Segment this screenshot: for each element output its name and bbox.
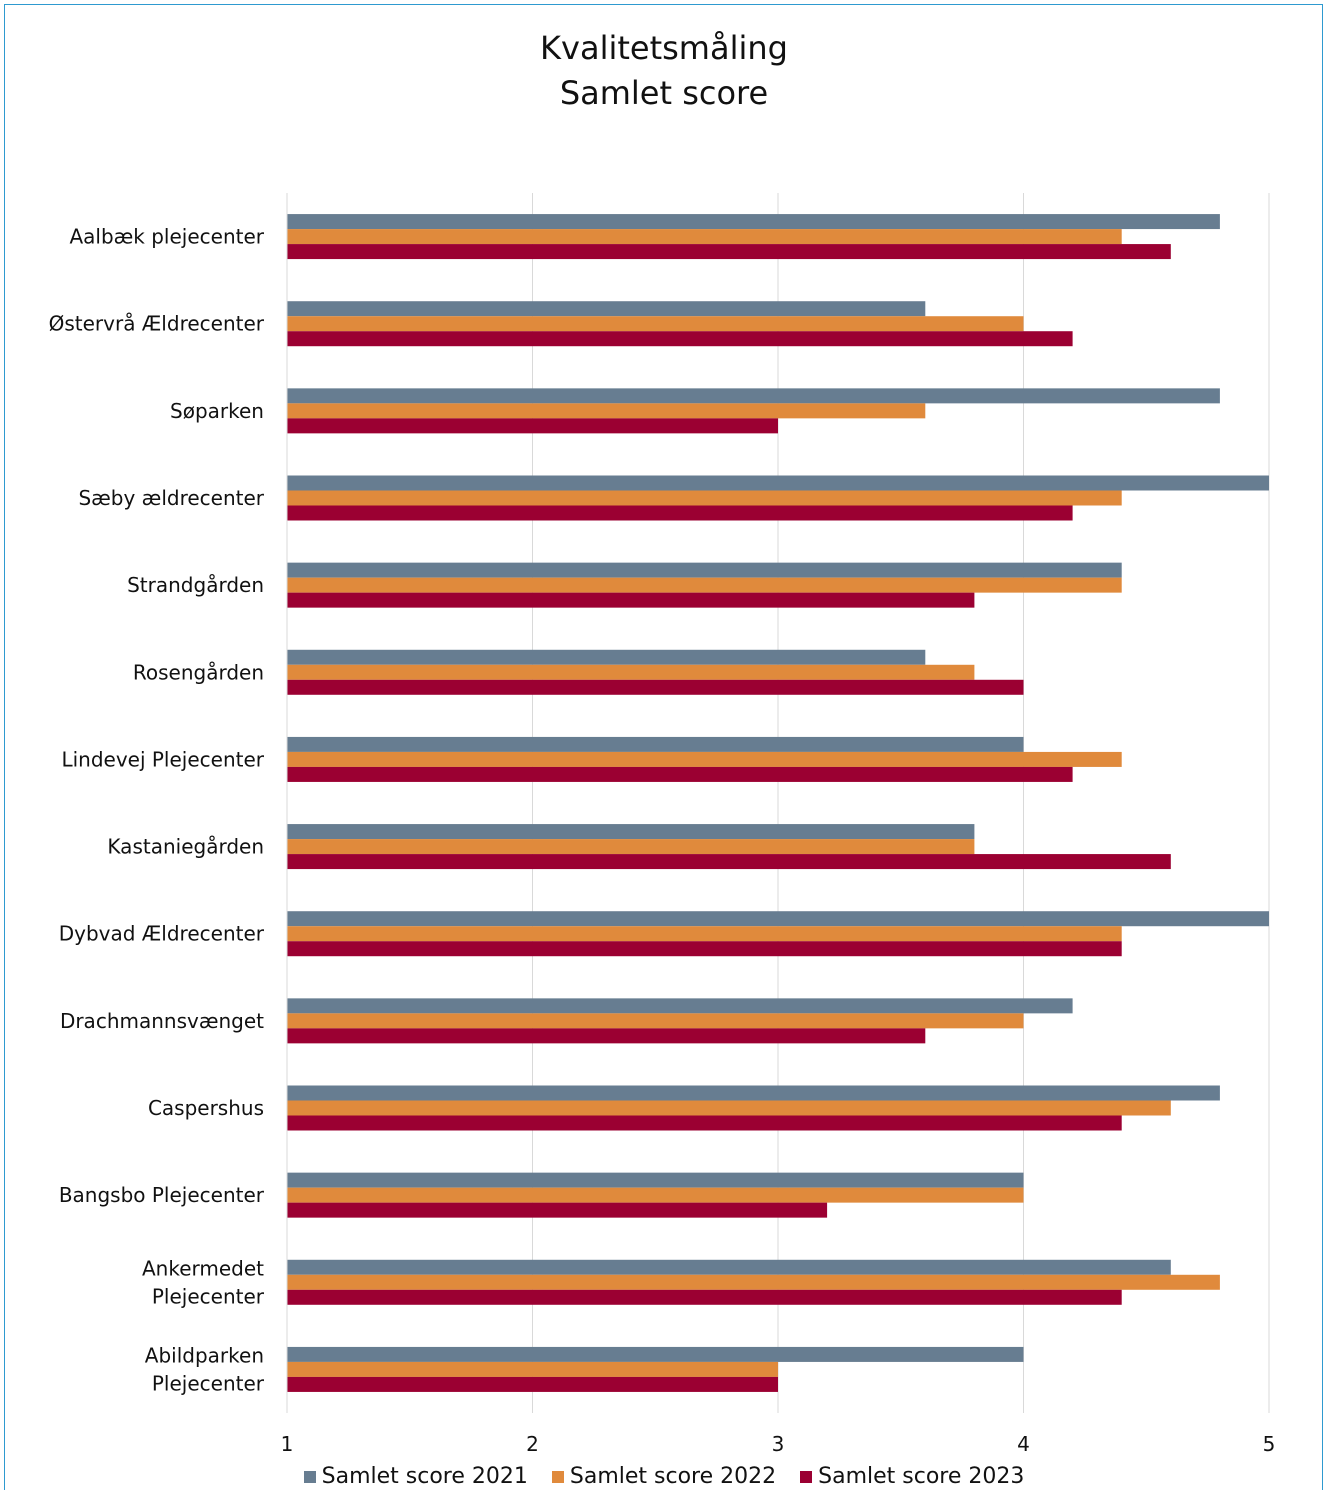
x-tick-label: 3 [772,1432,785,1456]
bar [287,229,1122,245]
x-tick-label: 1 [281,1432,294,1456]
bar [287,244,1171,260]
bar [287,854,1171,870]
bar [287,388,1220,404]
x-tick-label: 4 [1017,1432,1030,1456]
bar [287,1274,1220,1290]
legend-item: Samlet score 2023 [800,1463,1024,1491]
x-tick-label: 2 [526,1432,539,1456]
category-label: Abildparken [145,1343,264,1367]
category-label: Sæby ældrecenter [78,486,264,510]
bar [287,766,1073,782]
bar [287,1115,1122,1131]
legend-swatch [800,1471,813,1483]
bar [287,1100,1171,1116]
bar [287,1028,926,1044]
category-label: Aalbæk plejecenter [69,225,264,249]
bar [287,649,926,665]
bar [287,475,1269,491]
bar [287,301,926,317]
bar [287,214,1220,230]
category-label: Plejecenter [152,1371,265,1395]
bar [287,1289,1122,1305]
bar [287,1187,1024,1203]
bar [287,736,1024,752]
bar [287,1376,778,1392]
bar [287,824,975,840]
legend-item: Samlet score 2022 [551,1463,777,1491]
bar [287,998,1073,1014]
bar [287,1259,1171,1275]
bar [287,751,1122,767]
bar [287,926,1122,942]
bar [287,505,1073,521]
category-label: Drachmannsvænget [60,1009,264,1033]
bar [287,1085,1220,1101]
chart-title-line-1: Kvalitetsmåling [540,29,788,67]
legend-swatch [303,1471,316,1483]
bar [287,1361,778,1377]
bar [287,562,1122,578]
bar [287,592,975,608]
category-label: Plejecenter [152,1284,265,1308]
category-label: Østervrå Ældrecenter [49,312,265,336]
category-label: Bangsbo Plejecenter [59,1183,265,1207]
legend-label: Samlet score 2023 [818,1464,1025,1489]
bar [287,490,1122,506]
bar [287,331,1073,347]
legend-label: Samlet score 2021 [321,1464,528,1489]
bar [287,1346,1024,1362]
category-label: Rosengården [133,660,264,684]
bar [287,839,975,855]
chart-frame [4,4,1323,1490]
bar [287,941,1122,957]
bar [287,418,778,434]
bar [287,1202,828,1218]
category-label: Ankermedet [142,1256,264,1280]
category-label: Dybvad Ældrecenter [59,922,265,946]
bar [287,664,975,680]
bar [287,679,1024,695]
bar [287,316,1024,332]
legend-item: Samlet score 2021 [303,1463,528,1491]
category-label: Kastaniegården [107,835,264,859]
bar [287,911,1269,927]
category-label: Caspershus [148,1096,264,1120]
category-label: Lindevej Plejecenter [61,747,264,771]
chart-title-line-2: Samlet score [559,74,769,112]
legend-swatch [551,1471,564,1483]
bar [287,577,1122,593]
category-label: Strandgården [127,573,264,597]
category-label: Søparken [170,399,264,423]
bar [287,1013,1024,1029]
bar [287,1172,1024,1188]
x-tick-label: 5 [1263,1432,1276,1456]
legend-label: Samlet score 2022 [569,1464,777,1489]
chart-legend: Samlet score 2021 Samlet score 2022 Samlet… [0,1463,1328,1491]
bar [287,403,926,419]
